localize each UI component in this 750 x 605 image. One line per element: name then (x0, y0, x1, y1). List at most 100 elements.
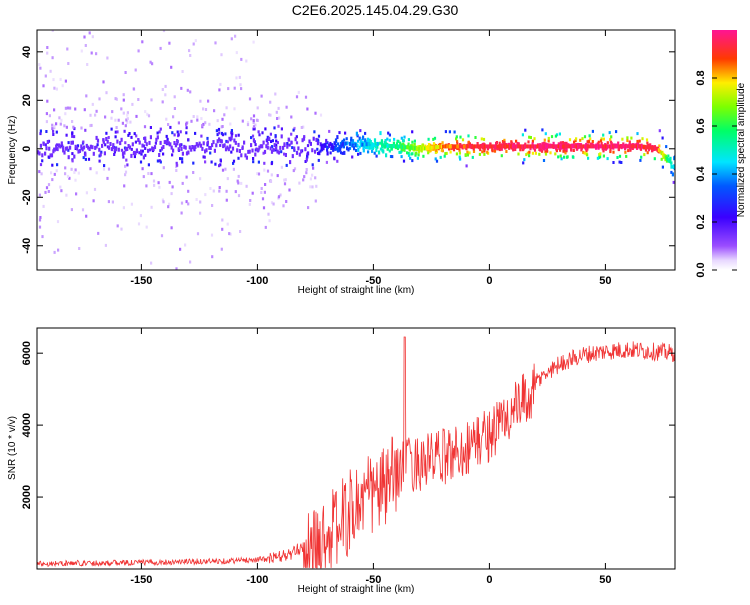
snr-y-tick-label: 6000 (21, 341, 33, 365)
heatmap-cell (398, 144, 402, 149)
heatmap-cell (137, 222, 141, 226)
heatmap-cell (180, 86, 183, 90)
heatmap-cell (141, 149, 144, 153)
heatmap-cell (583, 151, 586, 155)
heatmap-cell (230, 150, 233, 154)
heatmap-cell (578, 144, 581, 149)
heatmap-cell (515, 144, 518, 149)
heatmap-cell (653, 146, 656, 151)
heatmap-cell (146, 112, 149, 116)
heatmap-cell (362, 148, 365, 153)
heatmap-cell (519, 148, 522, 152)
snr-y-tick-label: 2000 (21, 485, 33, 509)
colorbar-tick-label: 0.4 (695, 165, 707, 181)
heatmap-cell (489, 144, 492, 149)
heatmap-cell (273, 126, 276, 130)
heatmap-cell (53, 86, 56, 90)
heatmap-cell (184, 243, 187, 247)
heatmap-cell (582, 150, 585, 154)
heatmap-cell (474, 136, 477, 139)
heatmap-cell (133, 150, 136, 155)
heatmap-cell (64, 79, 67, 83)
heatmap-cell (185, 200, 188, 204)
heatmap-cell (545, 144, 548, 149)
heatmap-cell (52, 149, 55, 154)
heatmap-cell (298, 152, 301, 157)
heatmap-cell (264, 183, 267, 186)
heatmap-cell (171, 153, 174, 157)
heatmap-cell (39, 163, 43, 167)
heatmap-cell (617, 147, 620, 151)
heatmap-cell (276, 149, 279, 154)
heatmap-cell (358, 145, 361, 149)
heatmap-cell (563, 155, 566, 159)
heatmap-cell (250, 117, 253, 121)
heatmap-cell (294, 137, 297, 142)
heatmap-cell (326, 141, 329, 145)
heatmap-cell (333, 157, 336, 161)
heatmap-cell (135, 134, 138, 138)
heatmap-cell (613, 144, 616, 149)
heatmap-cell (237, 156, 240, 160)
heatmap-cell (154, 141, 157, 145)
heatmap-cell (204, 121, 207, 125)
heatmap-cell (483, 152, 486, 156)
heatmap-cell (500, 144, 503, 149)
heatmap-cell (439, 144, 442, 149)
heatmap-cell (463, 144, 466, 149)
heatmap-cell (435, 159, 439, 163)
heatmap-cell (124, 124, 127, 128)
heatmap-cell (195, 198, 198, 201)
heatmap-cell (39, 129, 42, 133)
heatmap-cell (389, 144, 392, 148)
heatmap-cell (45, 186, 49, 190)
heatmap-cell (252, 114, 256, 118)
heatmap-cell (63, 124, 66, 128)
heatmap-cell (546, 149, 549, 153)
heatmap-cell (395, 142, 399, 146)
heatmap-cell (226, 177, 229, 181)
heatmap-cell (611, 144, 615, 149)
heatmap-cell (369, 140, 372, 144)
heatmap-cell (231, 132, 234, 136)
heatmap-cell (345, 137, 348, 141)
heatmap-cell (315, 184, 318, 188)
heatmap-cell (202, 107, 205, 111)
heatmap-cell (307, 151, 310, 156)
heatmap-cell (458, 148, 461, 152)
heatmap-cell (264, 127, 267, 131)
heatmap-cell (124, 147, 127, 152)
heatmap-cell (599, 152, 602, 156)
heatmap-cell (236, 148, 239, 153)
heatmap-cell (263, 168, 266, 172)
heatmap-cell (314, 111, 317, 115)
heatmap-cell (218, 131, 221, 135)
heatmap-cell (575, 144, 578, 149)
heatmap-cell (644, 148, 648, 152)
heatmap-cell (270, 162, 273, 166)
heatmap-cell (66, 106, 69, 110)
heatmap-cell (218, 88, 221, 92)
heatmap-cell (529, 144, 532, 149)
heatmap-cell (326, 148, 329, 152)
heatmap-cell (620, 144, 623, 149)
heatmap-cell (138, 140, 141, 145)
heatmap-cell (538, 144, 541, 149)
heatmap-cell (488, 144, 491, 149)
heatmap-cell (39, 216, 42, 219)
heatmap-cell (400, 147, 403, 151)
heatmap-cell (407, 153, 411, 157)
heatmap-cell (124, 71, 127, 74)
heatmap-cell (214, 162, 217, 166)
heatmap-cell (501, 140, 505, 143)
heatmap-cell (114, 97, 117, 101)
heatmap-cell (555, 149, 558, 153)
heatmap-cell (126, 163, 129, 167)
heatmap-cell (448, 130, 451, 134)
heatmap-cell (130, 153, 133, 158)
heatmap-cell (206, 136, 209, 140)
heatmap-cell (89, 144, 93, 149)
heatmap-cell (139, 214, 142, 218)
heatmap-cell (204, 160, 207, 164)
heatmap-cell (170, 226, 173, 230)
